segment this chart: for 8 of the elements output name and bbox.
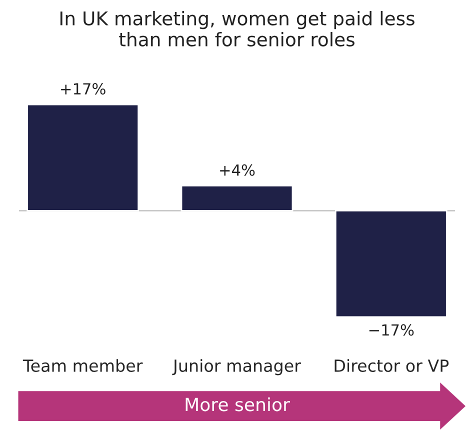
text: More senior [186,397,290,412]
chart-title: In UK marketing, women get paid less than men for senior roles [60,10,414,46]
x-tick-label: Team member [22,359,143,372]
data-label: −17% [369,324,414,336]
data-label: +4% [220,164,255,176]
data-label: +17% [61,83,106,95]
x-tick-label: Junior manager [172,359,301,376]
x-tick-label: Director or VP [334,359,449,372]
